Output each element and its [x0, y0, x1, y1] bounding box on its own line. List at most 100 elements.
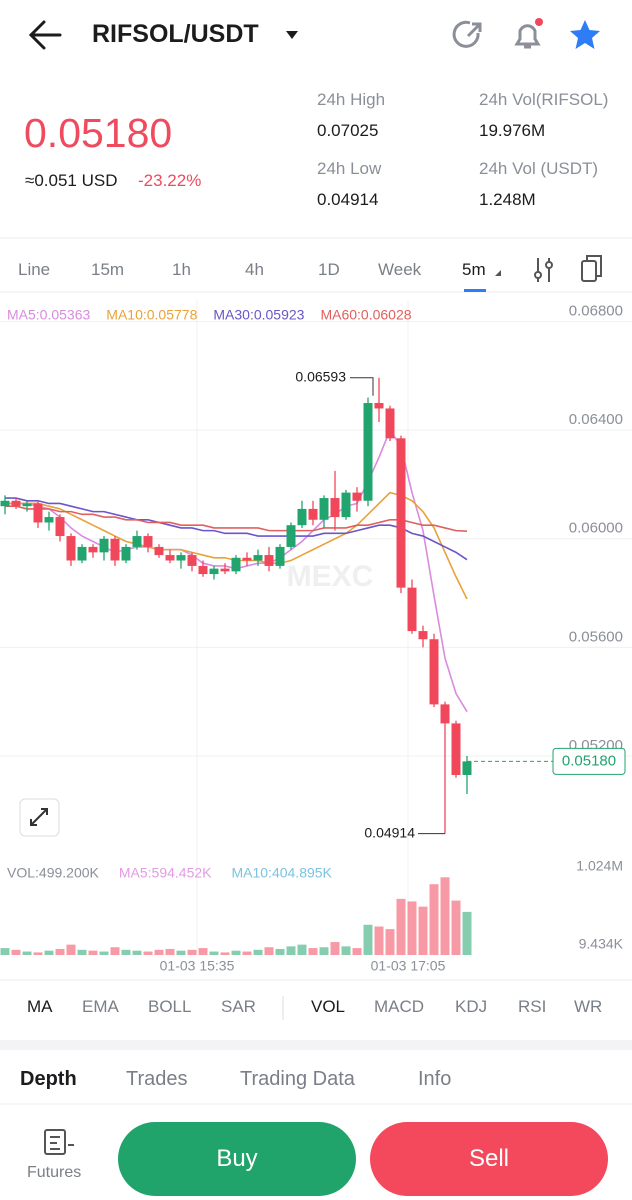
sell-button[interactable]: Sell — [370, 1122, 608, 1196]
tab[interactable]: Trading Data — [240, 1068, 355, 1090]
volume-bar — [275, 948, 285, 955]
volume-bar — [418, 906, 428, 955]
volume-bar — [253, 949, 263, 955]
pair-dropdown[interactable] — [286, 31, 298, 39]
volume-bar — [308, 948, 318, 955]
candle-body — [187, 555, 197, 566]
candle-body — [429, 639, 439, 705]
min-label: 0.04914 — [364, 824, 415, 840]
candle-body — [352, 492, 362, 501]
indicator[interactable]: BOLL — [148, 997, 192, 1016]
indicator[interactable]: RSI — [518, 997, 547, 1016]
volume-bar — [385, 929, 395, 955]
candle-body — [440, 704, 450, 724]
volume-bar — [264, 947, 274, 955]
candle-body — [0, 500, 10, 507]
volume-bar — [88, 950, 98, 955]
volume-bar — [154, 949, 164, 955]
candle-body — [297, 508, 307, 526]
timeframe[interactable]: 15m — [91, 260, 125, 279]
volume-bar — [352, 948, 362, 955]
candle-body — [264, 555, 274, 566]
copy-icon[interactable] — [581, 255, 602, 282]
volume-bar — [0, 948, 10, 955]
volume-bar — [242, 951, 252, 955]
y-tick-label: 0.06000 — [569, 520, 623, 537]
stat-label: 24h Vol (USDT) — [479, 159, 599, 178]
last-price: 0.05180 — [24, 110, 173, 156]
indicator-active[interactable]: MA — [27, 997, 53, 1016]
candle-body — [253, 555, 263, 561]
volume-bar — [231, 950, 241, 955]
candle-body — [462, 761, 472, 775]
tab[interactable]: Trades — [126, 1068, 188, 1090]
futures-label[interactable]: Futures — [27, 1164, 82, 1181]
stat-value: 0.07025 — [317, 121, 379, 140]
candle-body — [374, 403, 384, 409]
y-tick-label: 0.06800 — [569, 303, 623, 320]
buy-button[interactable]: Buy — [118, 1122, 356, 1196]
stat-value: 0.04914 — [317, 190, 379, 209]
indicator[interactable]: KDJ — [455, 997, 488, 1016]
x-tick-label: 01-03 15:35 — [160, 958, 235, 974]
volume-bar — [363, 924, 373, 955]
volume-tick-label: 9.434K — [579, 936, 624, 952]
last-price-tag — [552, 747, 626, 775]
ma-legend: MA5:0.05363 — [7, 307, 90, 323]
active-underline — [464, 289, 486, 292]
indicator-active[interactable]: VOL — [311, 997, 346, 1016]
volume-bar — [33, 952, 43, 955]
candle-body — [121, 546, 131, 561]
pair-name[interactable]: RIFSOL/USDT — [92, 20, 259, 48]
candle-body — [407, 587, 417, 632]
timeframe[interactable]: 1D — [318, 260, 340, 279]
futures-icon[interactable] — [44, 1129, 74, 1155]
back-button[interactable] — [28, 20, 62, 50]
candle-body — [308, 508, 318, 520]
indicator[interactable]: SAR — [221, 997, 256, 1016]
share-icon[interactable] — [452, 20, 482, 48]
candle-body — [220, 568, 230, 572]
tab[interactable]: Info — [418, 1068, 452, 1090]
ma-line — [5, 497, 468, 561]
candle-body — [198, 565, 208, 575]
volume-bar — [132, 950, 142, 955]
timeframe[interactable]: Line — [18, 260, 51, 279]
alert-bell[interactable] — [514, 18, 543, 49]
timeframe[interactable]: Week — [378, 260, 422, 279]
indicator[interactable]: MACD — [374, 997, 425, 1016]
volume-bar — [143, 951, 153, 955]
volume-tick-label: 1.024M — [576, 857, 623, 873]
tab-active[interactable]: Depth — [20, 1068, 77, 1090]
indicator-settings-icon[interactable] — [534, 258, 553, 282]
candle-body — [165, 555, 175, 561]
candle-body — [11, 500, 21, 507]
volume-bar — [462, 911, 472, 955]
volume-bar — [330, 942, 340, 955]
candle-body — [33, 503, 43, 523]
candle-body — [66, 536, 76, 561]
timeframe-active[interactable]: 5m — [462, 260, 486, 279]
volume-legend: MA10:404.895K — [231, 865, 332, 881]
candle-body — [22, 503, 32, 507]
candle-body — [242, 557, 252, 561]
timeframe[interactable]: 4h — [245, 260, 264, 279]
price-change: -23.22% — [138, 171, 202, 190]
volume-legend: MA5:594.452K — [119, 865, 212, 881]
favorite-star[interactable] — [570, 20, 600, 49]
ma-legend: MA60:0.06028 — [320, 307, 411, 323]
max-pointer — [350, 377, 374, 396]
volume-bar — [187, 949, 197, 955]
candle-body — [330, 498, 340, 518]
volume-bar — [407, 901, 417, 955]
volume-bar — [99, 951, 109, 955]
ma-legend: MA10:0.05778 — [106, 307, 197, 323]
indicator[interactable]: EMA — [82, 997, 119, 1016]
volume-bar — [440, 877, 450, 955]
watermark: MEXC — [287, 560, 374, 593]
indicator[interactable]: WR — [574, 997, 603, 1016]
volume-bar — [176, 950, 186, 955]
volume-bar — [374, 926, 384, 955]
timeframe[interactable]: 1h — [172, 260, 191, 279]
